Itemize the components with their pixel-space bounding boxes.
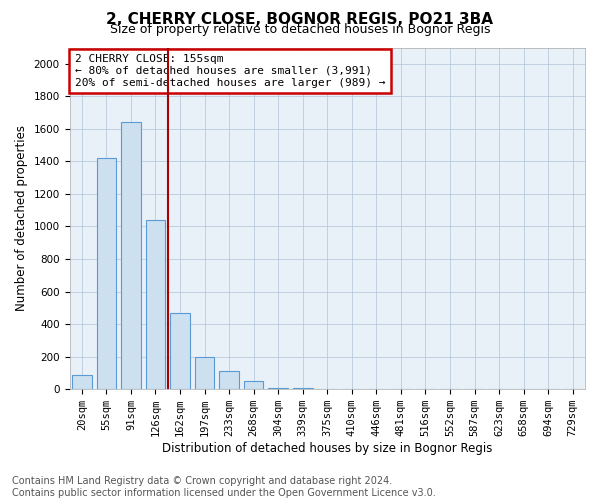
Bar — [97, 158, 116, 389]
Bar — [121, 122, 141, 389]
Bar — [244, 381, 263, 389]
Bar — [268, 388, 288, 389]
Bar — [146, 220, 165, 389]
Bar — [195, 356, 214, 389]
Text: Size of property relative to detached houses in Bognor Regis: Size of property relative to detached ho… — [110, 22, 490, 36]
Bar — [219, 370, 239, 389]
X-axis label: Distribution of detached houses by size in Bognor Regis: Distribution of detached houses by size … — [162, 442, 493, 455]
Y-axis label: Number of detached properties: Number of detached properties — [15, 126, 28, 312]
Text: Contains HM Land Registry data © Crown copyright and database right 2024.
Contai: Contains HM Land Registry data © Crown c… — [12, 476, 436, 498]
Bar — [72, 376, 92, 389]
Bar — [170, 312, 190, 389]
Text: 2, CHERRY CLOSE, BOGNOR REGIS, PO21 3BA: 2, CHERRY CLOSE, BOGNOR REGIS, PO21 3BA — [107, 12, 493, 28]
Text: 2 CHERRY CLOSE: 155sqm
← 80% of detached houses are smaller (3,991)
20% of semi-: 2 CHERRY CLOSE: 155sqm ← 80% of detached… — [74, 54, 385, 88]
Bar — [293, 388, 313, 389]
